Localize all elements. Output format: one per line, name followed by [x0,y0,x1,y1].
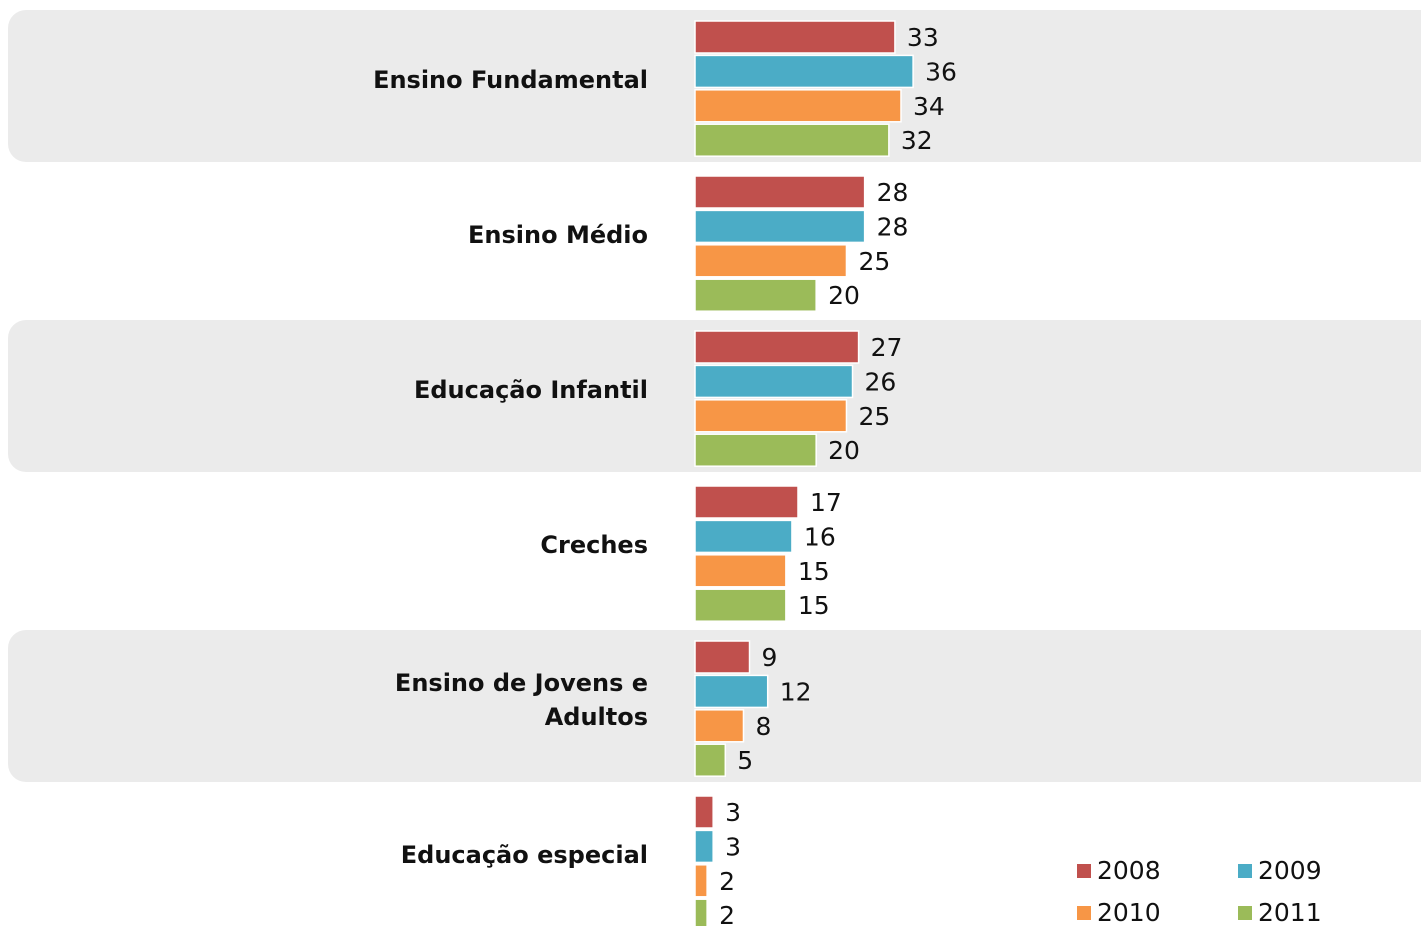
bar [694,89,902,123]
value-label: 26 [865,367,897,396]
bar [694,54,914,89]
bar [694,485,799,519]
bar [694,175,866,209]
value-label: 36 [925,57,957,86]
category-label: Ensino de Jovens e Adultos [394,669,648,731]
legend-label: 2011 [1258,898,1322,926]
bar [694,399,848,433]
value-label: 17 [810,488,842,517]
bar [694,278,817,312]
value-label: 15 [798,557,830,586]
bar [694,795,714,829]
legend-swatch [1238,906,1252,920]
bar [694,554,787,588]
bar [694,898,708,926]
category-label: Educação Infantil [413,376,648,404]
value-label: 9 [762,643,778,672]
category-label: Educação especial [400,841,648,869]
category-label: Ensino Fundamental [373,66,648,94]
bar [694,588,787,622]
value-label: 25 [858,247,890,276]
value-label: 33 [907,23,939,52]
value-label: 34 [913,92,945,121]
value-label: 28 [877,178,909,207]
value-label: 2 [719,867,735,896]
value-label: 20 [828,281,860,310]
bar [694,244,848,278]
bar [694,20,896,54]
bar [694,123,890,157]
legend-swatch [1238,864,1252,878]
value-label: 3 [725,798,741,827]
bar [694,864,708,898]
legend-label: 2008 [1097,856,1161,885]
value-label: 27 [871,333,903,362]
bar [694,674,769,709]
bar [694,209,866,244]
category-label: Ensino Médio [468,221,648,249]
legend-swatch [1077,864,1091,878]
value-label: 3 [725,832,741,861]
bar [694,519,793,554]
value-label: 20 [828,436,860,465]
bar [694,433,817,467]
legend-label: 2009 [1258,856,1322,885]
value-label: 5 [737,746,753,775]
value-label: 15 [798,591,830,620]
legend-label: 2010 [1097,898,1161,926]
legend-swatch [1077,906,1091,920]
value-label: 12 [780,677,812,706]
value-label: 32 [901,126,933,155]
bar [694,743,727,777]
bar [694,640,751,674]
value-label: 28 [877,212,909,241]
value-label: 16 [804,522,836,551]
bar [694,364,854,399]
bar [694,829,714,864]
bar [694,330,860,364]
bar [694,709,745,743]
value-label: 25 [858,402,890,431]
value-label: 8 [755,712,771,741]
category-label: Creches [540,531,648,559]
value-label: 2 [719,901,735,926]
